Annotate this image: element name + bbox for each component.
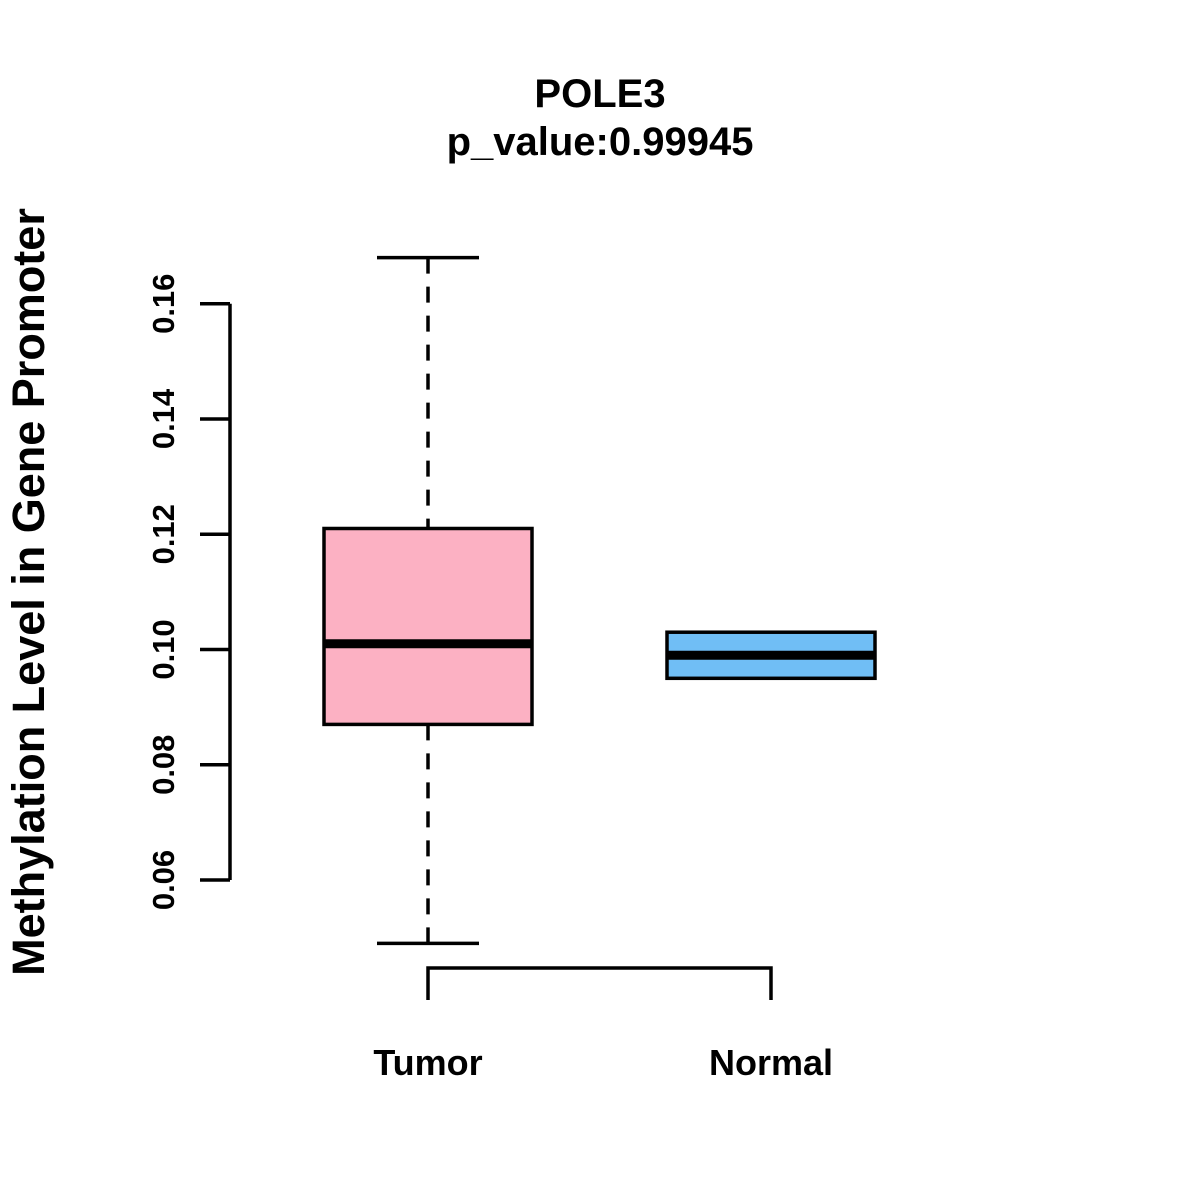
- x-axis-bracket: [426, 966, 773, 1000]
- y-axis-tick-label: 0.12: [146, 504, 181, 564]
- y-axis-tick-label: 0.06: [146, 850, 181, 910]
- y-axis-title: Methylation Level in Gene Promoter: [3, 208, 54, 976]
- chart-title: POLE3: [534, 72, 665, 116]
- box-tumor: [322, 526, 534, 727]
- boxes-layer: [322, 255, 877, 946]
- chart-subtitle: p_value:0.99945: [447, 120, 754, 164]
- y-axis: 0.06 0.08 0.10 0.12 0.14 0.16: [146, 274, 232, 910]
- x-axis-label-tumor: Tumor: [373, 1042, 482, 1083]
- y-axis-tick-label: 0.16: [146, 274, 181, 334]
- y-axis-tick-label: 0.10: [146, 619, 181, 679]
- y-axis-tick-label: 0.08: [146, 735, 181, 795]
- x-axis-label-normal: Normal: [709, 1042, 833, 1083]
- x-axis: Tumor Normal: [373, 966, 833, 1083]
- y-axis-tick-label: 0.14: [146, 388, 181, 449]
